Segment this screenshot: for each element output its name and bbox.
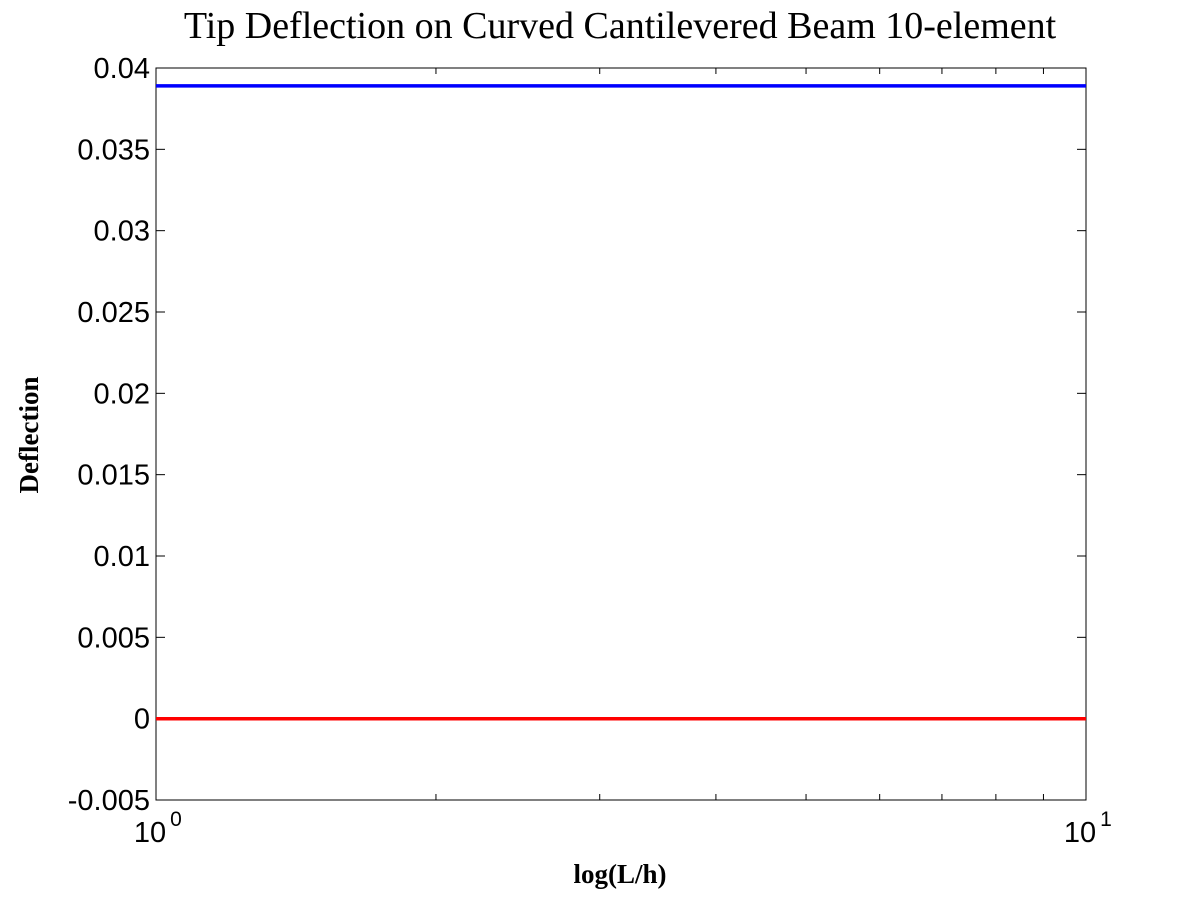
chart-title: Tip Deflection on Curved Cantilevered Be… [184,5,1057,47]
plot-area: -0.005 0 0.005 0.01 0.015 0.02 0.025 0.03 0.035 0… [68,53,1112,849]
y-tick-label: 0.025 [77,297,150,329]
x-axis-label: log(L/h) [573,859,666,889]
x-tick-exponent: 0 [170,808,182,831]
y-tick-label: 0.04 [94,53,150,85]
y-axis-label: Deflection [14,377,44,494]
y-tick-label: 0.005 [77,622,150,654]
y-tick-label: -0.005 [68,785,150,817]
y-tick-label: 0.01 [94,541,150,573]
y-tick-label: 0.02 [94,378,150,410]
x-tick-label: 10 [1064,817,1096,849]
y-tick-label: 0.035 [77,134,150,166]
x-tick-exponent: 1 [1100,808,1112,831]
x-tick-label: 10 [134,817,166,849]
plot-frame [155,67,1087,801]
y-tick-label: 0.015 [77,460,150,492]
y-tick-label: 0 [134,704,150,736]
y-tick-label: 0.03 [94,216,150,248]
